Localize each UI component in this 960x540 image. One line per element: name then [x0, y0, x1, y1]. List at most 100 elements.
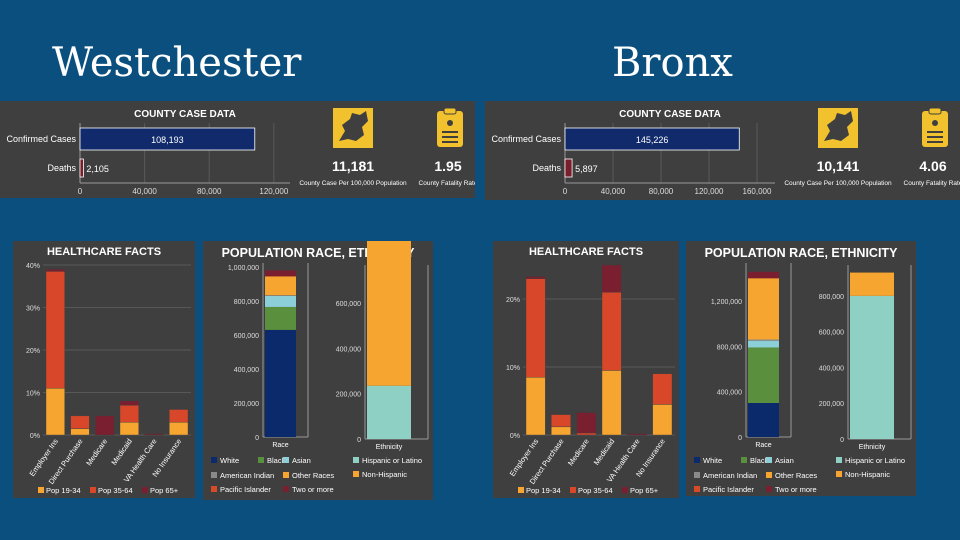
legend-swatch: [283, 457, 289, 463]
deaths-bar: [79, 158, 84, 178]
deaths-label: Deaths: [47, 163, 76, 173]
legend-label: Non-Hispanic: [845, 470, 890, 479]
chart-svg: COUNTY CASE DATA 0 40,000 80,000 120,000 160,…: [491, 107, 960, 196]
y-tick-label: 30%: [26, 306, 40, 313]
clipboard-line: [442, 136, 458, 138]
health-bar-segment: [525, 276, 546, 279]
legend-label: American Indian: [703, 471, 757, 480]
stack-segment: [265, 276, 296, 296]
stack-segment: [748, 278, 779, 340]
chart-svg: POPULATION RACE, ETHNICITY 0 200,000 400,00…: [211, 241, 429, 494]
race-heading: POPULATION RACE, ETHNICITY: [222, 246, 415, 260]
health-bar-segment: [525, 376, 546, 436]
deaths-value: 2,105: [86, 164, 109, 174]
legend-swatch: [353, 471, 359, 477]
stack-segment: [265, 329, 296, 437]
y-tick-label: 40%: [26, 263, 40, 270]
legend-label: White: [220, 456, 239, 465]
health-bar-segment: [45, 271, 65, 389]
race-axis-label: Race: [755, 442, 771, 449]
clipboard-line: [442, 131, 458, 133]
stack-segment: [265, 295, 296, 307]
clipboard-person: [932, 120, 938, 126]
y-tick-label: 800,000: [717, 344, 742, 351]
legend-label: White: [703, 456, 722, 465]
health-panel-bronx: HEALTHCARE FACTS 0% 10% 20% Employer Ins Dire…: [493, 241, 679, 498]
category-label: Medicare: [566, 437, 591, 467]
y-tick-label: 200,000: [234, 401, 259, 408]
case-heading: COUNTY CASE DATA: [619, 109, 721, 120]
confirmed-value: 145,226: [636, 135, 669, 145]
x-tick-label: 0: [78, 187, 83, 196]
legend-label: Hispanic or Latino: [845, 456, 905, 465]
health-bar-segment: [169, 422, 189, 436]
legend-swatch: [836, 471, 842, 477]
stack-segment: [748, 403, 779, 437]
legend-label: Non-Hispanic: [362, 470, 407, 479]
y-tick-label: 10%: [506, 365, 520, 372]
y-tick-label: 0: [357, 437, 361, 444]
legend-swatch: [38, 487, 44, 493]
stack-segment: [748, 340, 779, 348]
y-tick-label: 400,000: [336, 346, 361, 353]
case-per-100k-label: County Case Per 100,000 Population: [299, 180, 407, 187]
county-title-bronx: Bronx: [612, 40, 733, 86]
map-icon-shape: [824, 111, 853, 141]
y-tick-label: 400,000: [819, 365, 844, 372]
health-bar-segment: [601, 370, 622, 436]
race-heading: POPULATION RACE, ETHNICITY: [705, 246, 898, 260]
chart-svg: COUNTY CASE DATA 0 40,000 80,000 120,000 Conf…: [6, 107, 475, 196]
legend-label: Hispanic or Latino: [362, 456, 422, 465]
y-tick-label: 200,000: [819, 401, 844, 408]
legend-swatch: [518, 487, 524, 493]
health-bar-segment: [601, 292, 622, 371]
legend-label: Other Races: [292, 471, 334, 480]
legend-label: Other Races: [775, 471, 817, 480]
clipboard-clip: [928, 107, 942, 115]
ethnicity-axis-label: Ethnicity: [376, 444, 403, 451]
clipboard-line: [442, 141, 458, 143]
x-tick-label: 120,000: [695, 187, 724, 196]
stack-segment: [367, 241, 411, 386]
legend-swatch: [766, 472, 772, 478]
x-tick-label: 0: [563, 187, 568, 196]
legend-swatch: [283, 472, 289, 478]
stack-segment: [850, 295, 894, 439]
y-tick-label: 1,000,000: [228, 265, 259, 272]
legend-label: Pacific Islander: [220, 485, 271, 494]
clipboard-clip: [443, 107, 457, 115]
health-bar-segment: [652, 404, 673, 436]
county-map-icon: [818, 108, 858, 148]
y-tick-label: 20%: [506, 297, 520, 304]
x-tick-label: 160,000: [743, 187, 772, 196]
legend-swatch: [353, 457, 359, 463]
legend-swatch: [694, 486, 700, 492]
legend-label: Two or more: [775, 485, 817, 494]
legend-label: Asian: [292, 456, 311, 465]
fatality-rate-value: 1.95: [434, 158, 461, 174]
clipboard-person: [447, 120, 453, 126]
confirmed-value: 108,193: [151, 135, 184, 145]
health-heading: HEALTHCARE FACTS: [529, 246, 643, 258]
stack-segment: [748, 271, 779, 279]
legend-label: Pop 35-64: [98, 486, 133, 495]
clipboard-line: [927, 131, 943, 133]
health-bar-segment: [169, 409, 189, 423]
y-tick-label: 1,200,000: [711, 299, 742, 306]
legend-label: Pop 65+: [630, 486, 659, 495]
health-bar-segment: [601, 264, 622, 293]
county-title-westchester: Westchester: [52, 40, 302, 86]
legend-swatch: [211, 457, 217, 463]
legend-swatch: [211, 472, 217, 478]
y-tick-label: 10%: [26, 391, 40, 398]
confirmed-label: Confirmed Cases: [491, 134, 561, 144]
health-bar-segment: [70, 415, 90, 429]
legend-label: Pop 19-34: [46, 486, 81, 495]
x-tick-label: 40,000: [601, 187, 626, 196]
legend-label: Black: [750, 456, 769, 465]
legend-label: Asian: [775, 456, 794, 465]
county-map-icon: [333, 108, 373, 148]
y-tick-label: 200,000: [336, 392, 361, 399]
